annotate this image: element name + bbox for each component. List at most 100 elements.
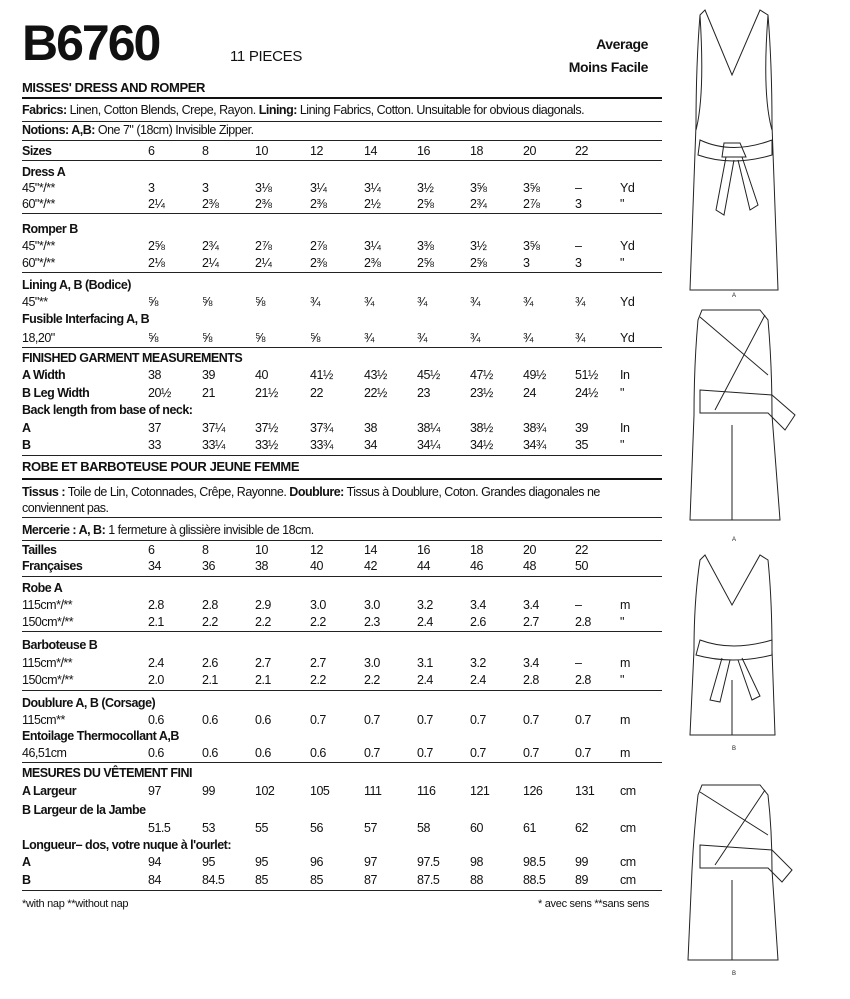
- size-value: 57: [364, 821, 377, 835]
- unit-label: m: [620, 656, 630, 670]
- size-value: ⅝: [202, 331, 212, 345]
- size-value: 2¼: [202, 256, 219, 270]
- size-value: ¾: [364, 331, 374, 345]
- size-value: 38½: [470, 421, 493, 435]
- size-value: 36: [202, 559, 215, 573]
- size-value: 47½: [470, 368, 493, 382]
- divider: [22, 540, 662, 541]
- notions-text: Notions: A,B: One 7" (18cm) Invisible Zi…: [22, 123, 254, 137]
- size-value: 2⅝: [148, 239, 165, 253]
- size-value: 2.7: [310, 656, 326, 670]
- unit-label: m: [620, 746, 630, 760]
- size-value: 2⅜: [202, 197, 219, 211]
- divider: [22, 160, 662, 161]
- size-value: 116: [417, 784, 436, 798]
- unit-label: m: [620, 713, 630, 727]
- svg-text:A: A: [732, 537, 736, 543]
- size-value: 38: [364, 421, 377, 435]
- size-value: 3.2: [417, 598, 433, 612]
- size-value: 2.1: [255, 673, 271, 687]
- mercerie-text: Mercerie : A, B: 1 fermeture à glissière…: [22, 523, 314, 537]
- size-value: 21: [202, 386, 215, 400]
- size-value: 38: [148, 368, 161, 382]
- row-label: 45"**: [22, 295, 48, 309]
- size-value: 24½: [575, 386, 598, 400]
- row-label: Entoilage Thermocollant A,B: [22, 729, 179, 743]
- size-value: 98: [470, 855, 483, 869]
- size-value: 38¼: [417, 421, 440, 435]
- size-value: 34½: [470, 438, 493, 452]
- size-value: 97: [364, 855, 377, 869]
- size-value: 45½: [417, 368, 440, 382]
- size-value: 34: [148, 559, 161, 573]
- size-value: 12: [310, 543, 323, 557]
- size-value: 3.2: [470, 656, 486, 670]
- size-value: 2.2: [202, 615, 218, 629]
- size-value: 2.7: [255, 656, 271, 670]
- size-value: 0.7: [523, 746, 539, 760]
- unit-label: cm: [620, 873, 636, 887]
- size-value: 60: [470, 821, 483, 835]
- row-label: 115cm**: [22, 713, 65, 727]
- unit-label: cm: [620, 821, 636, 835]
- pieces-count: 11 PIECES: [230, 48, 303, 65]
- size-value: 2.4: [470, 673, 486, 687]
- size-value: 0.6: [255, 746, 271, 760]
- size-value: 3¼: [310, 181, 327, 195]
- romper-b-front-illustration: A: [689, 309, 796, 543]
- size-value: 99: [575, 855, 588, 869]
- size-value: 24: [523, 386, 536, 400]
- size-value: ¾: [310, 295, 320, 309]
- size-value: 40: [310, 559, 323, 573]
- size-value: 3¼: [364, 181, 381, 195]
- size-value: 0.6: [310, 746, 326, 760]
- size-value: 61: [523, 821, 536, 835]
- size-value: 18: [470, 543, 483, 557]
- row-label: A Largeur: [22, 784, 77, 798]
- divider: [22, 140, 662, 141]
- size-value: 2.6: [470, 615, 486, 629]
- size-value: 3: [148, 181, 155, 195]
- size-value: 39: [575, 421, 588, 435]
- pattern-number: B6760: [22, 15, 161, 71]
- size-value: 2⅝: [417, 197, 434, 211]
- row-label: Sizes: [22, 144, 52, 158]
- size-value: ¾: [364, 295, 374, 309]
- size-value: 43½: [364, 368, 387, 382]
- unit-label: Yd: [620, 295, 635, 309]
- size-value: 50: [575, 559, 588, 573]
- size-value: 53: [202, 821, 215, 835]
- size-value: 3: [523, 256, 530, 270]
- size-value: 2¾: [470, 197, 487, 211]
- size-value: 2⅜: [255, 197, 272, 211]
- size-value: 44: [417, 559, 430, 573]
- divider: [22, 690, 662, 691]
- row-label: 45"*/**: [22, 181, 55, 195]
- size-value: 95: [202, 855, 215, 869]
- size-value: 0.7: [575, 746, 591, 760]
- size-value: 2.6: [202, 656, 218, 670]
- row-label: 115cm*/**: [22, 598, 73, 612]
- size-value: 48: [523, 559, 536, 573]
- footnote-fr: * avec sens **sans sens: [538, 898, 650, 910]
- size-value: 0.7: [523, 713, 539, 727]
- size-value: 3.1: [417, 656, 433, 670]
- size-value: 23: [417, 386, 430, 400]
- size-value: 3.4: [523, 656, 539, 670]
- size-value: 3.0: [310, 598, 326, 612]
- size-value: 3: [575, 256, 582, 270]
- divider: [22, 121, 662, 122]
- unit-label: cm: [620, 784, 636, 798]
- divider: [22, 347, 662, 348]
- unit-label: cm: [620, 855, 636, 869]
- divider: [22, 455, 662, 456]
- row-label: B: [22, 873, 31, 887]
- size-value: 3: [575, 197, 582, 211]
- row-label: 46,51cm: [22, 746, 67, 760]
- size-value: 10: [255, 543, 268, 557]
- size-value: 38: [255, 559, 268, 573]
- size-value: –: [575, 181, 582, 195]
- row-label: Tailles: [22, 543, 57, 557]
- divider: [22, 576, 662, 577]
- divider: [22, 890, 662, 891]
